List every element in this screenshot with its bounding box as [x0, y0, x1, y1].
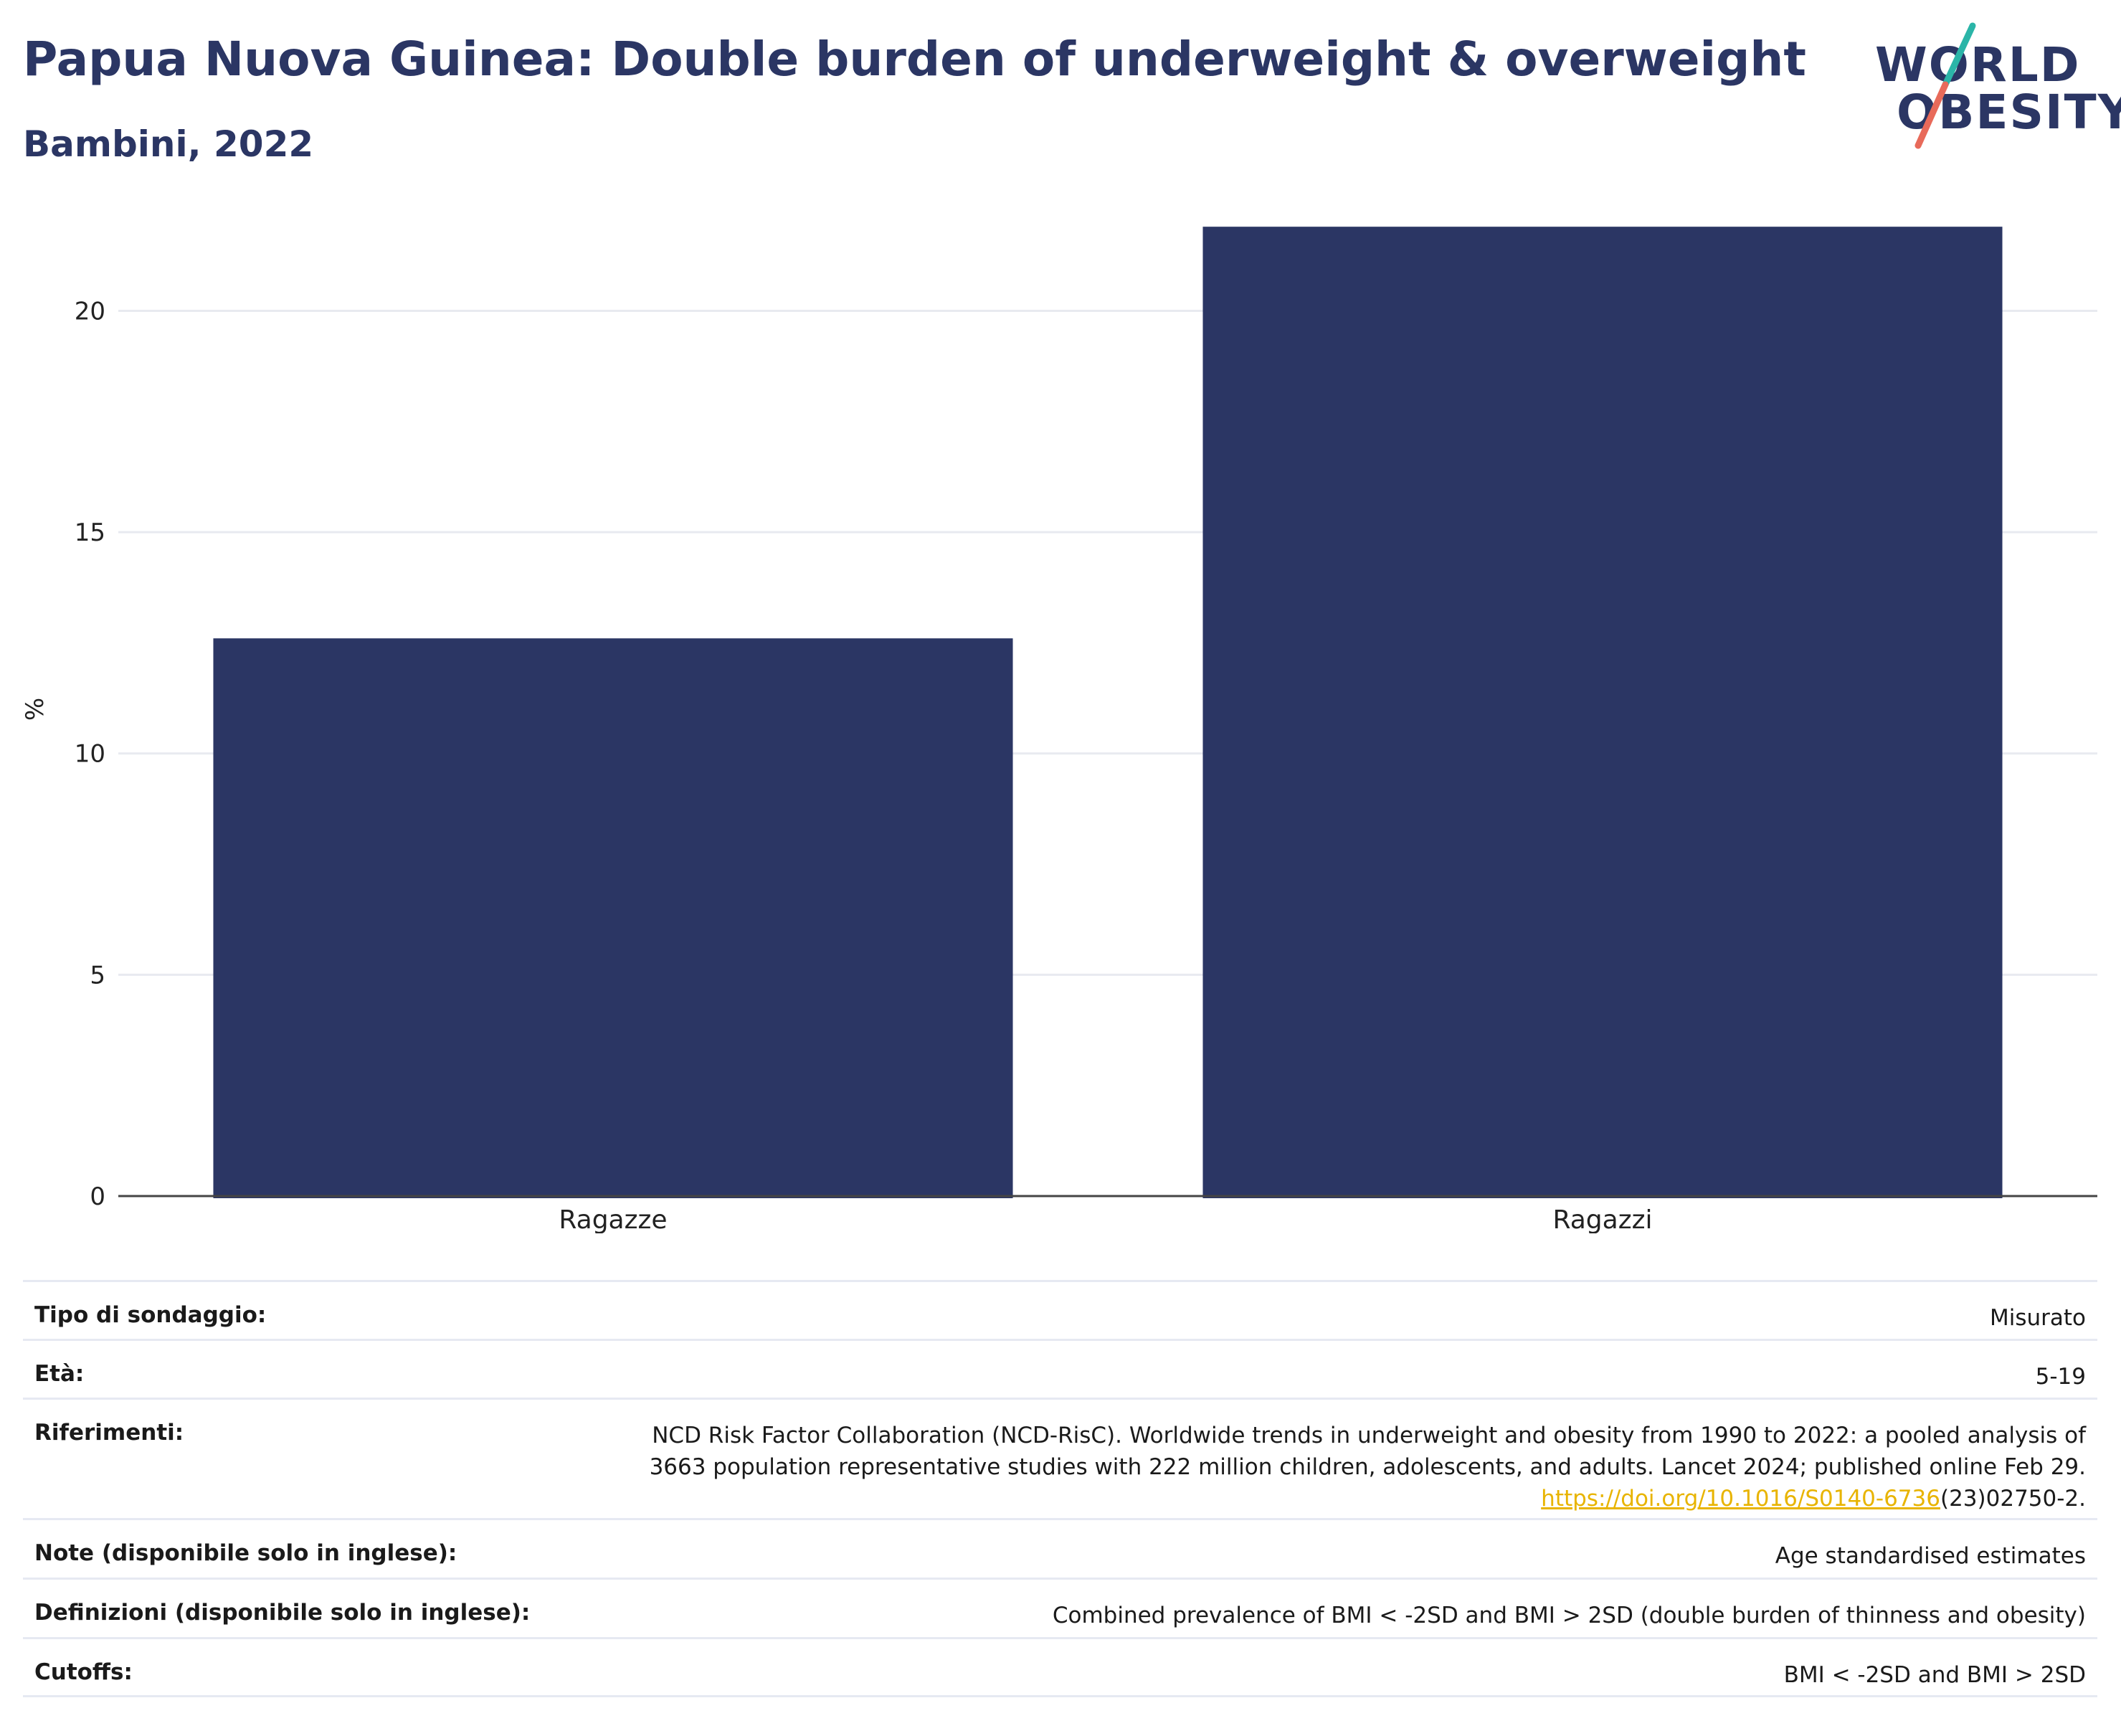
- bar-ragazzi[interactable]: [1202, 227, 2003, 1198]
- y-tick-label: 15: [75, 518, 105, 547]
- detail-value: Age standardised estimates: [1775, 1543, 2086, 1569]
- logo-line-1: WORLD: [1875, 37, 2081, 93]
- detail-key: Cutoffs:: [34, 1659, 133, 1685]
- x-tick-label: Ragazzi: [1553, 1205, 1653, 1233]
- detail-value: BMI < -2SD and BMI > 2SD: [1783, 1662, 2086, 1688]
- detail-row-survey-type: Tipo di sondaggio: Misurato: [23, 1280, 2097, 1339]
- y-tick-label: 10: [75, 740, 105, 769]
- detail-row-definitions: Definizioni (disponibile solo in inglese…: [23, 1578, 2097, 1637]
- detail-row-age: Età: 5-19: [23, 1339, 2097, 1398]
- bar-chart: 0 5 10 15 20 Ragazze Ragazzi %: [21, 227, 2097, 1233]
- world-obesity-logo: WORLD OBESITY: [1875, 20, 2121, 163]
- detail-row-references: Riferimenti: NCD Risk Factor Collaborati…: [23, 1398, 2097, 1518]
- logo-slash-icon: [1914, 22, 1976, 149]
- reference-doi-link[interactable]: https://doi.org/10.1016/S0140-6736: [1541, 1486, 1940, 1512]
- reference-line-2: 3663 population representative studies w…: [649, 1454, 2086, 1481]
- reference-doi-suffix: (23)02750-2.: [1940, 1486, 2086, 1512]
- y-tick-label: 5: [90, 961, 105, 990]
- detail-key: Note (disponibile solo in inglese):: [34, 1540, 457, 1566]
- y-axis-label: %: [21, 698, 49, 721]
- detail-key: Tipo di sondaggio:: [34, 1302, 267, 1328]
- detail-row-notes: Note (disponibile solo in inglese): Age …: [23, 1518, 2097, 1578]
- bars: [213, 227, 2003, 1198]
- detail-key: Età:: [34, 1361, 85, 1387]
- x-tick-labels: Ragazze Ragazzi: [559, 1205, 1652, 1233]
- detail-key: Riferimenti:: [34, 1420, 184, 1446]
- bar-ragazze[interactable]: [213, 638, 1013, 1198]
- y-tick-label: 20: [75, 297, 105, 326]
- y-tick-labels: 0 5 10 15 20: [75, 297, 105, 1211]
- details-table: Tipo di sondaggio: Misurato Età: 5-19 Ri…: [23, 1280, 2097, 1697]
- detail-value: Misurato: [1989, 1305, 2086, 1331]
- x-tick-label: Ragazze: [559, 1205, 667, 1233]
- detail-row-cutoffs: Cutoffs: BMI < -2SD and BMI > 2SD: [23, 1637, 2097, 1697]
- y-tick-label: 0: [90, 1182, 105, 1211]
- chart-title: Papua Nuova Guinea: Double burden of und…: [23, 32, 1806, 87]
- detail-value: NCD Risk Factor Collaboration (NCD-RisC)…: [650, 1420, 2086, 1514]
- detail-value: 5-19: [2035, 1364, 2086, 1390]
- chart-subtitle: Bambini, 2022: [23, 123, 314, 165]
- detail-key: Definizioni (disponibile solo in inglese…: [34, 1600, 531, 1626]
- detail-value: Combined prevalence of BMI < -2SD and BM…: [1052, 1603, 2086, 1628]
- reference-line-1: NCD Risk Factor Collaboration (NCD-RisC)…: [652, 1423, 2086, 1448]
